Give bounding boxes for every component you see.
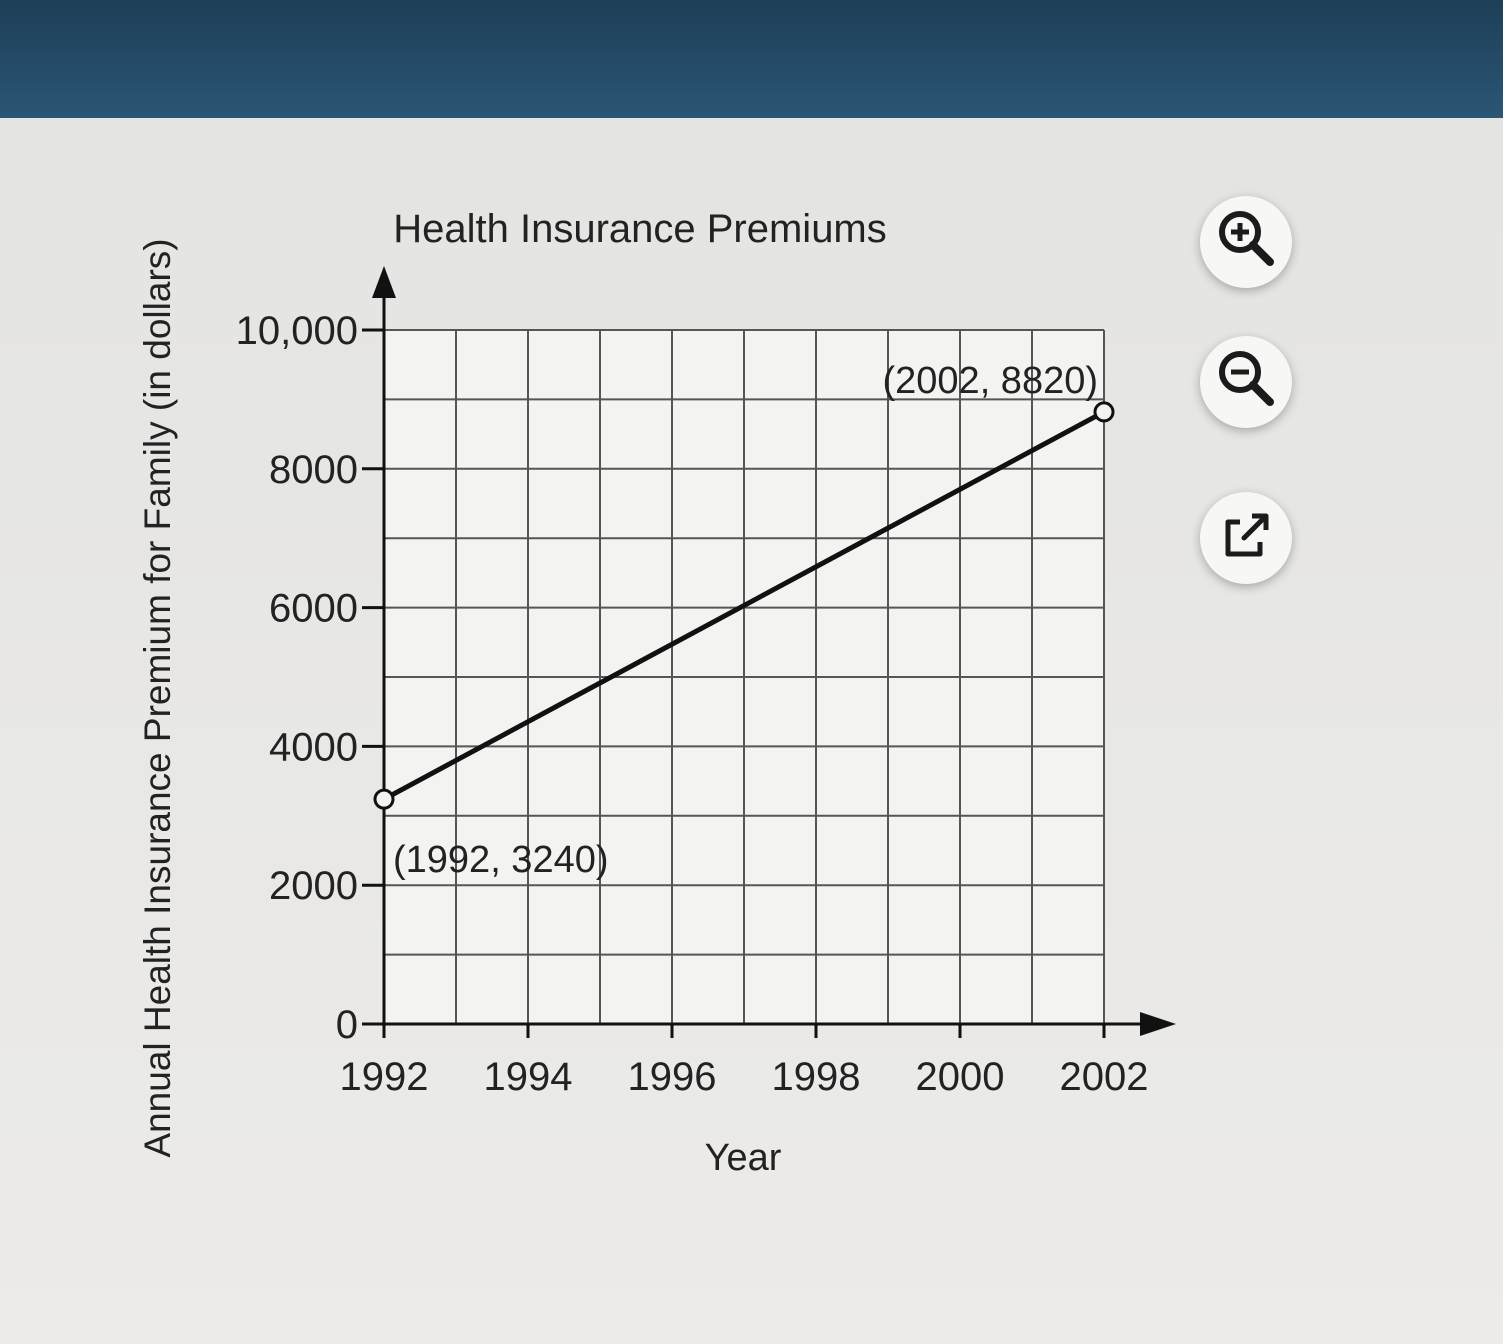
- y-axis-arrow: [372, 266, 396, 298]
- header-band: [0, 0, 1503, 118]
- x-tick-label: 2000: [916, 1055, 1005, 1099]
- y-tick-label: 6000: [269, 587, 358, 631]
- x-tick-label: 1996: [628, 1055, 717, 1099]
- zoom-in-button[interactable]: [1200, 196, 1292, 288]
- y-tick-label: 2000: [269, 864, 358, 908]
- tick-labels: 0 2000 4000 6000 8000 10,000 1992 1994 1996 1998 2…: [236, 309, 1149, 1099]
- x-axis-arrow: [1140, 1012, 1176, 1036]
- zoom-out-button[interactable]: [1200, 336, 1292, 428]
- chart-title: Health Insurance Premiums: [393, 207, 887, 251]
- y-tick-label: 8000: [269, 448, 358, 492]
- y-axis-label: Annual Health Insurance Premium for Fami…: [137, 238, 178, 1157]
- data-label-start: (1992, 3240): [393, 839, 609, 881]
- data-point: [1093, 401, 1115, 423]
- x-tick-label: 2002: [1060, 1055, 1149, 1099]
- y-tick-label: 10,000: [236, 309, 358, 353]
- x-tick-label: 1992: [340, 1055, 429, 1099]
- x-tick-label: 1994: [484, 1055, 573, 1099]
- axes: [362, 266, 1176, 1038]
- data-label-end: (2002, 8820): [883, 360, 1099, 402]
- zoom-in-icon: [1219, 211, 1274, 266]
- external-link-icon: [1225, 513, 1269, 557]
- y-tick-label: 4000: [269, 725, 358, 769]
- x-axis-label: Year: [705, 1137, 782, 1179]
- x-tick-label: 1998: [772, 1055, 861, 1099]
- popout-button[interactable]: [1200, 492, 1292, 584]
- series: [373, 401, 1115, 810]
- series-line: [382, 409, 1106, 802]
- zoom-out-icon: [1219, 351, 1274, 406]
- data-point: [373, 788, 395, 810]
- grid: [383, 329, 1105, 1025]
- y-tick-label: 0: [336, 1003, 358, 1047]
- chart: 0 2000 4000 6000 8000 10,000 1992 1994 1996 1998 2…: [137, 207, 1176, 1179]
